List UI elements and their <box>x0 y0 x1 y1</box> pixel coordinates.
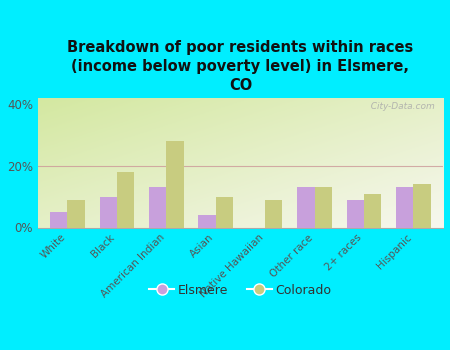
Bar <box>216 197 233 228</box>
Bar <box>364 194 381 228</box>
Bar <box>68 200 85 228</box>
Bar <box>396 187 414 228</box>
Legend: Elsmere, Colorado: Elsmere, Colorado <box>144 279 337 302</box>
Title: Breakdown of poor residents within races
(income below poverty level) in Elsmere: Breakdown of poor residents within races… <box>68 41 414 93</box>
Bar <box>117 172 134 228</box>
Bar <box>198 215 216 228</box>
Text: City-Data.com: City-Data.com <box>365 102 435 111</box>
Bar <box>265 200 283 228</box>
Bar <box>297 187 315 228</box>
Bar <box>346 200 364 228</box>
Bar <box>315 187 332 228</box>
Bar <box>99 197 117 228</box>
Bar <box>414 184 431 228</box>
Bar <box>50 212 68 228</box>
Bar <box>166 141 184 228</box>
Bar <box>149 187 166 228</box>
